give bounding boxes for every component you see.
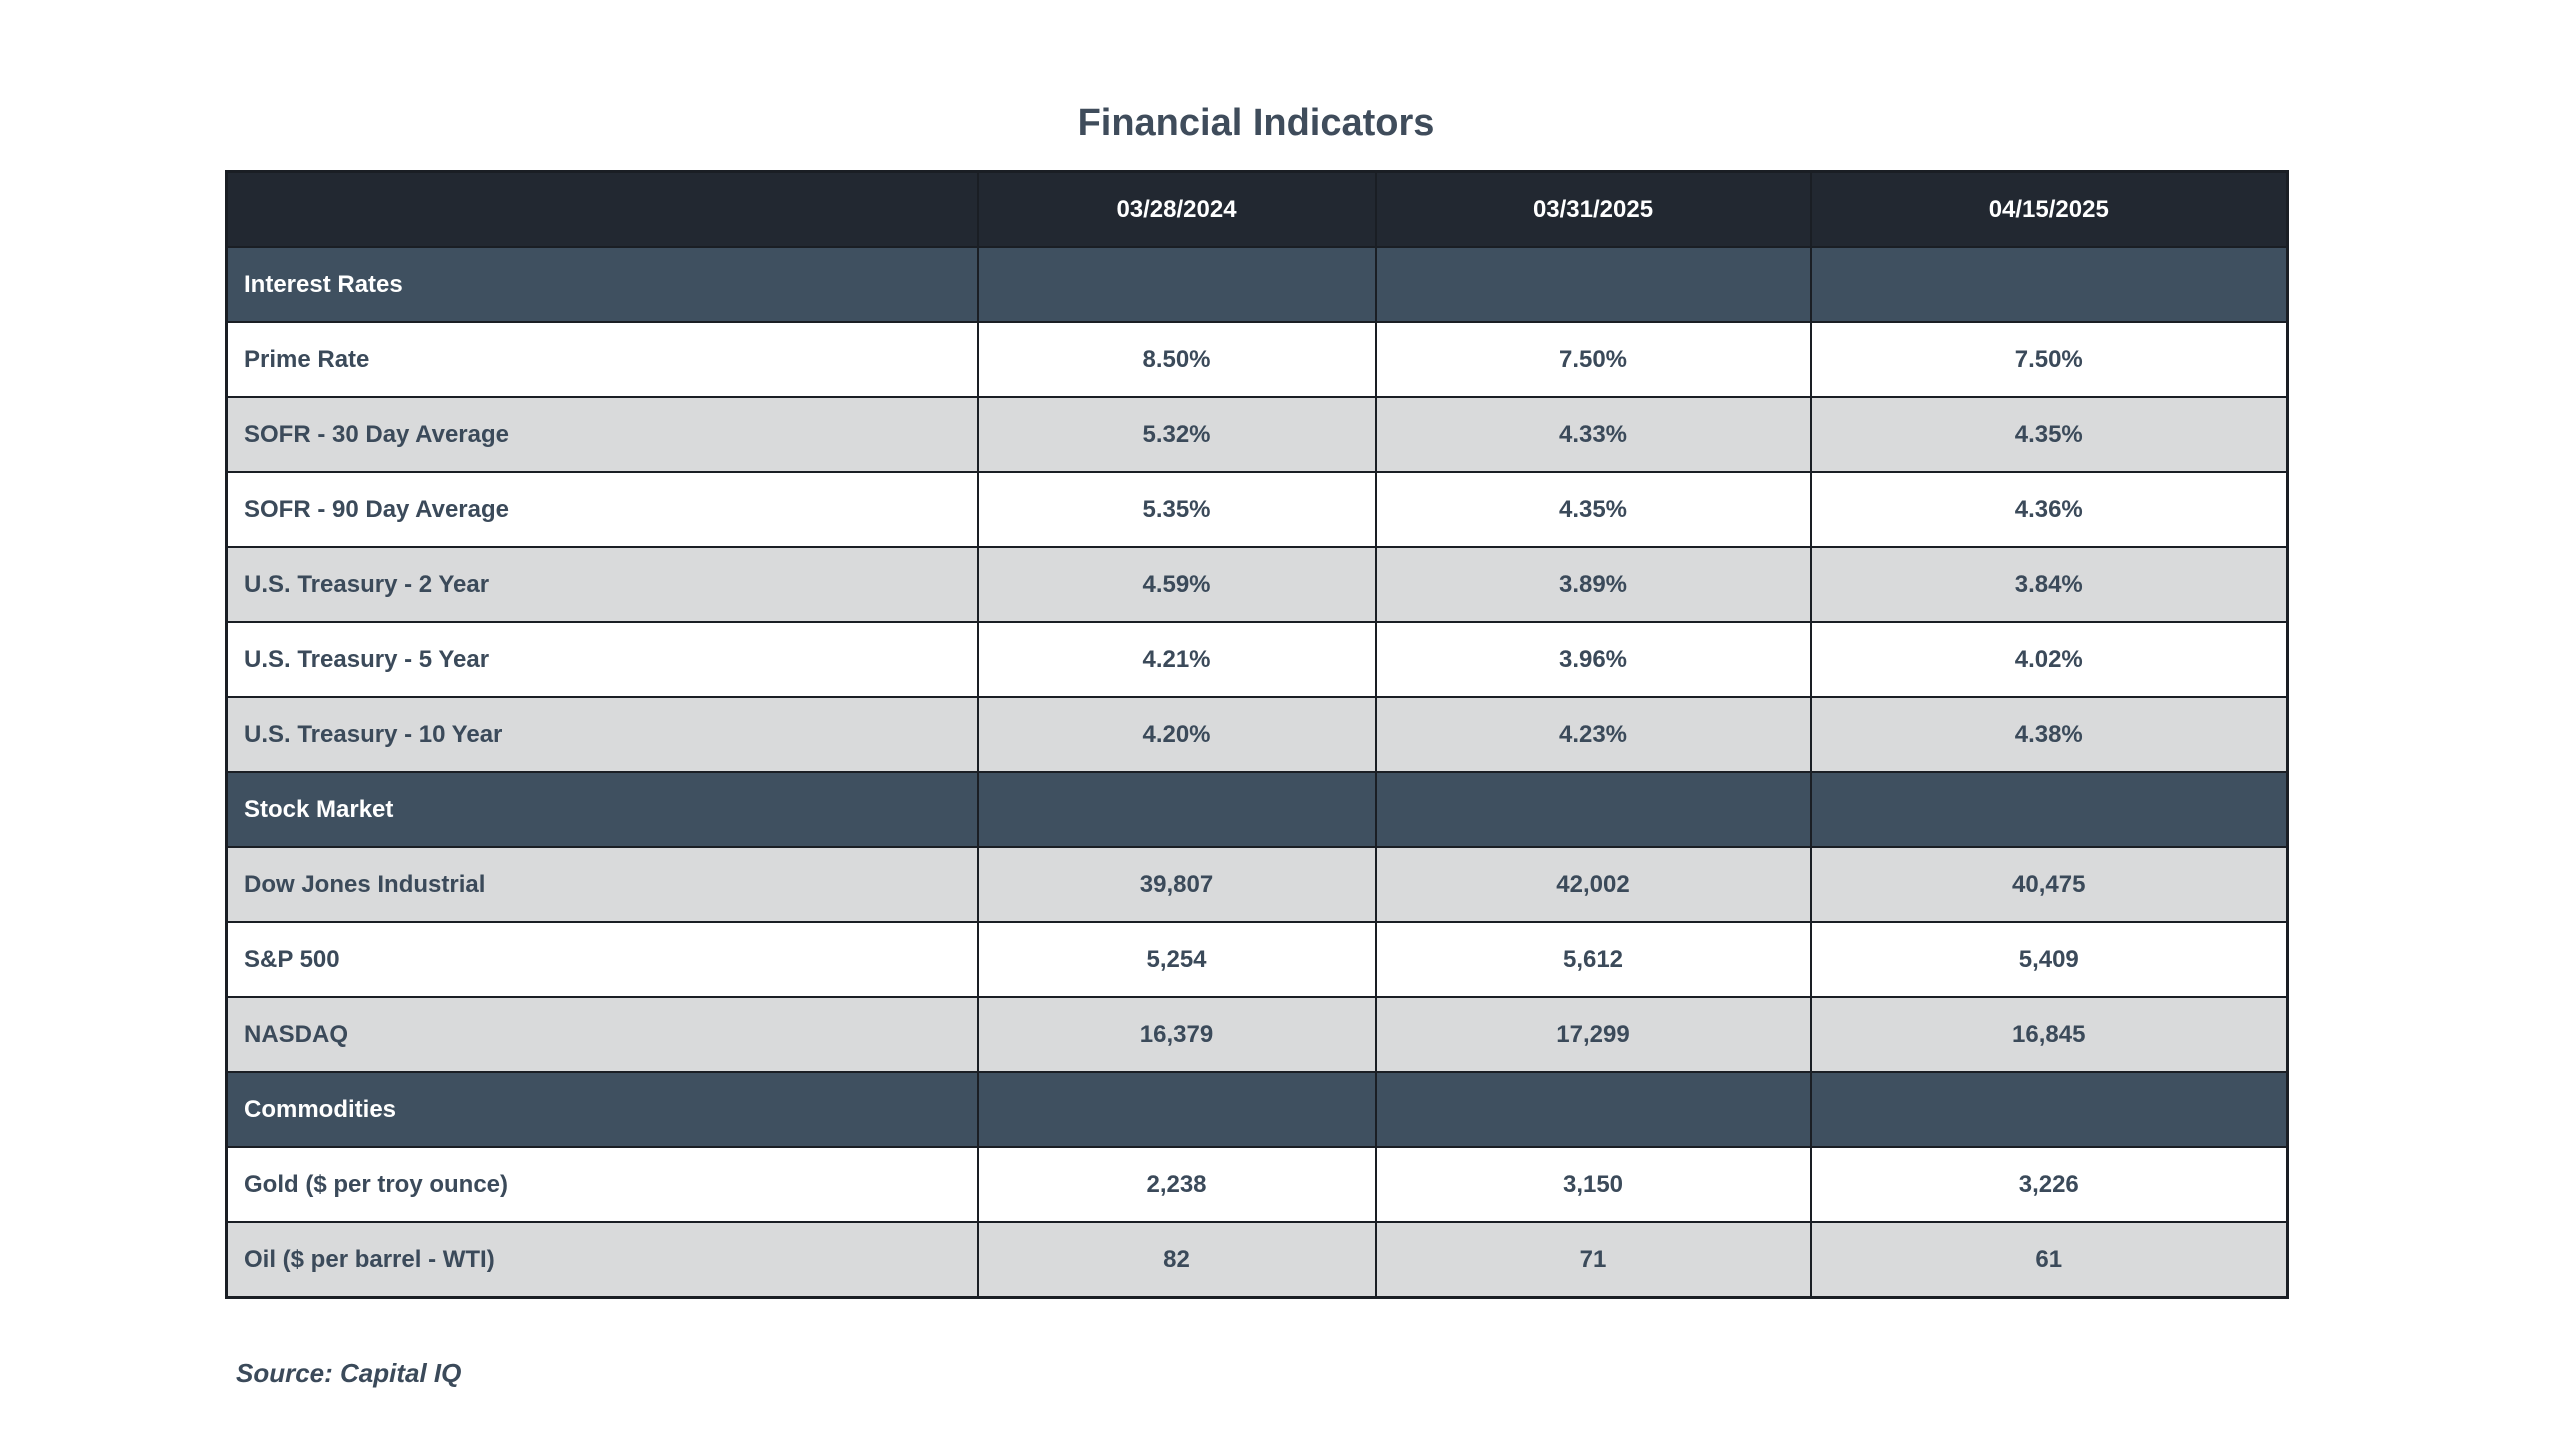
cell-value: 4.02%: [1809, 621, 2289, 698]
table-row: Gold ($ per troy ounce) 2,238 3,150 3,22…: [225, 1146, 2289, 1223]
row-label: U.S. Treasury - 5 Year: [225, 621, 979, 698]
cell-value: 4.38%: [1809, 696, 2289, 773]
section-title: Interest Rates: [225, 246, 979, 323]
cell-value: 5,612: [1374, 921, 1812, 998]
table-row: SOFR - 30 Day Average 5.32% 4.33% 4.35%: [225, 396, 2289, 473]
cell-value: 16,379: [976, 996, 1377, 1073]
row-label: SOFR - 30 Day Average: [225, 396, 979, 473]
cell-value: 4.21%: [976, 621, 1377, 698]
column-header-date-2: 03/31/2025: [1374, 170, 1812, 248]
row-label: Prime Rate: [225, 321, 979, 398]
section-row-commodities: Commodities: [225, 1071, 2289, 1148]
cell-value: 4.36%: [1809, 471, 2289, 548]
source-note: Source: Capital IQ: [236, 1358, 462, 1388]
column-header-date-1: 03/28/2024: [976, 170, 1377, 248]
table-row: U.S. Treasury - 5 Year 4.21% 3.96% 4.02%: [225, 621, 2289, 698]
table-row: Oil ($ per barrel - WTI) 82 71 61: [225, 1221, 2289, 1299]
cell-value: 3.89%: [1374, 546, 1812, 623]
financial-indicators-table-container: 03/28/2024 03/31/2025 04/15/2025 Interes…: [225, 170, 2289, 1299]
cell-value: 8.50%: [976, 321, 1377, 398]
row-label: NASDAQ: [225, 996, 979, 1073]
section-title: Stock Market: [225, 771, 979, 848]
row-label: S&P 500: [225, 921, 979, 998]
cell-value: 5,254: [976, 921, 1377, 998]
table-row: Prime Rate 8.50% 7.50% 7.50%: [225, 321, 2289, 398]
cell-value: 42,002: [1374, 846, 1812, 923]
cell-value: 3.96%: [1374, 621, 1812, 698]
cell-value: 7.50%: [1374, 321, 1812, 398]
row-label: Oil ($ per barrel - WTI): [225, 1221, 979, 1299]
cell-value: 4.23%: [1374, 696, 1812, 773]
table-header-row: 03/28/2024 03/31/2025 04/15/2025: [225, 170, 2289, 248]
cell-value: 71: [1374, 1221, 1812, 1299]
table-row: S&P 500 5,254 5,612 5,409: [225, 921, 2289, 998]
cell-value: 4.33%: [1374, 396, 1812, 473]
cell-value: 2,238: [976, 1146, 1377, 1223]
cell-value: 82: [976, 1221, 1377, 1299]
cell-value: 5.32%: [976, 396, 1377, 473]
table-row: U.S. Treasury - 2 Year 4.59% 3.89% 3.84%: [225, 546, 2289, 623]
cell-value: 4.59%: [976, 546, 1377, 623]
table-row: U.S. Treasury - 10 Year 4.20% 4.23% 4.38…: [225, 696, 2289, 773]
table-row: Dow Jones Industrial 39,807 42,002 40,47…: [225, 846, 2289, 923]
cell-value: 40,475: [1809, 846, 2289, 923]
cell-value: 16,845: [1809, 996, 2289, 1073]
section-row-interest-rates: Interest Rates: [225, 246, 2289, 323]
cell-value: 4.35%: [1374, 471, 1812, 548]
row-label: SOFR - 90 Day Average: [225, 471, 979, 548]
cell-value: 5.35%: [976, 471, 1377, 548]
table-row: SOFR - 90 Day Average 5.35% 4.35% 4.36%: [225, 471, 2289, 548]
page-title: Financial Indicators: [1077, 102, 1435, 144]
cell-value: 39,807: [976, 846, 1377, 923]
table-row: NASDAQ 16,379 17,299 16,845: [225, 996, 2289, 1073]
row-label: Dow Jones Industrial: [225, 846, 979, 923]
row-label: U.S. Treasury - 2 Year: [225, 546, 979, 623]
row-label: Gold ($ per troy ounce): [225, 1146, 979, 1223]
cell-value: 4.20%: [976, 696, 1377, 773]
cell-value: 17,299: [1374, 996, 1812, 1073]
cell-value: 7.50%: [1809, 321, 2289, 398]
cell-value: 3,226: [1809, 1146, 2289, 1223]
cell-value: 4.35%: [1809, 396, 2289, 473]
section-row-stock-market: Stock Market: [225, 771, 2289, 848]
column-header-label: [225, 170, 979, 248]
cell-value: 3.84%: [1809, 546, 2289, 623]
financial-indicators-table: 03/28/2024 03/31/2025 04/15/2025 Interes…: [225, 170, 2289, 1299]
cell-value: 3,150: [1374, 1146, 1812, 1223]
section-title: Commodities: [225, 1071, 979, 1148]
column-header-date-3: 04/15/2025: [1809, 170, 2289, 248]
cell-value: 5,409: [1809, 921, 2289, 998]
cell-value: 61: [1809, 1221, 2289, 1299]
row-label: U.S. Treasury - 10 Year: [225, 696, 979, 773]
